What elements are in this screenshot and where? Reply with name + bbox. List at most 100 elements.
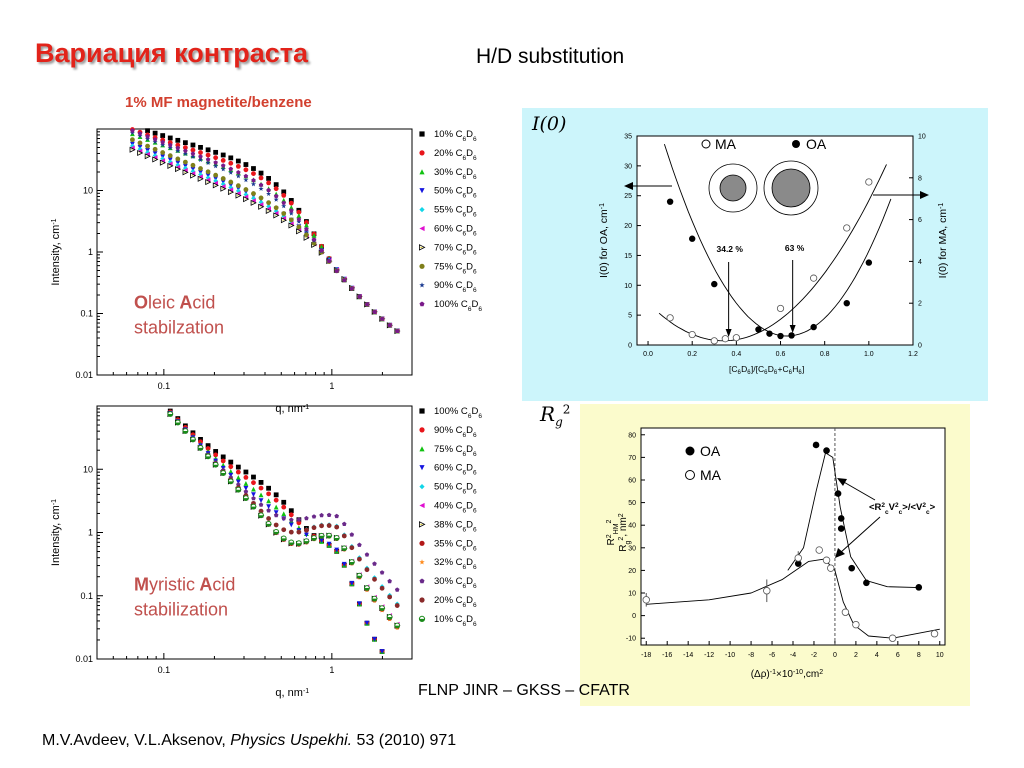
oleic-point	[145, 143, 150, 149]
myristic-point-fill	[296, 543, 302, 546]
i0-ytick-right-label: 8	[918, 175, 922, 182]
myristic-point-fill	[243, 498, 249, 501]
myristic-point	[288, 512, 294, 518]
myristic-legend-sub: 6	[473, 431, 477, 438]
oleic-legend-sub: 6	[463, 230, 467, 237]
oleic-legend-label: 70% C6D6	[434, 242, 477, 256]
oleic-point	[213, 163, 219, 169]
oleic-point	[387, 322, 392, 328]
oleic-legend-marker	[419, 188, 425, 194]
i0-xlabel-part: ]	[802, 364, 804, 374]
myristic-point	[273, 492, 279, 498]
oleic-point	[160, 150, 166, 155]
rg-xtick-label: 10	[936, 652, 944, 659]
oleic-legend-mid: D	[466, 186, 473, 197]
oleic-point	[160, 139, 165, 145]
oleic-point	[236, 170, 241, 175]
myristic-point-fill	[311, 538, 317, 541]
oleic-point	[220, 157, 226, 163]
oleic-legend-marker	[419, 150, 425, 156]
myristic-point	[387, 578, 392, 584]
i0-point-ma	[721, 335, 729, 343]
oleic-legend-sub: 6	[473, 136, 477, 143]
myristic-point	[334, 547, 340, 553]
oleic-point	[281, 203, 287, 209]
i0-xtick-label: 0.8	[820, 351, 830, 358]
oleic-point	[228, 179, 234, 185]
i0-point-ma	[810, 274, 818, 282]
myristic-legend-marker	[419, 427, 425, 433]
rg-xtick-label: -6	[769, 652, 775, 659]
oleic-point	[182, 165, 188, 171]
myristic-point	[379, 649, 385, 654]
oleic-xtick-label: 0.1	[158, 381, 171, 391]
myristic-legend-mid: D	[466, 501, 473, 512]
oleic-legend-sub: 6	[463, 211, 467, 218]
myristic-point	[213, 452, 219, 458]
myristic-point	[235, 479, 241, 485]
i0-ytick-label: 35	[624, 134, 632, 141]
rg-heading-sub: g	[555, 415, 563, 429]
myristic-legend-sub: 6	[473, 620, 477, 627]
oleic-point-fill	[183, 171, 187, 173]
oleic-point	[319, 244, 324, 250]
oleic-point-fill	[259, 206, 262, 208]
rg-xlabel-part: -10	[793, 669, 803, 676]
myristic-point	[266, 498, 272, 504]
oleic-point-fill	[229, 191, 232, 193]
oleic-point	[137, 146, 143, 152]
oleic-point	[266, 191, 272, 196]
citation-rest: 53 (2010) 971	[352, 732, 457, 749]
oleic-point	[145, 134, 150, 139]
oleic-point	[228, 160, 234, 166]
myristic-point	[281, 527, 287, 533]
oleic-point	[205, 157, 211, 162]
oleic-legend-label: 30% C6D6	[434, 167, 477, 181]
myristic-point	[349, 545, 355, 551]
oleic-point	[175, 142, 181, 148]
myristic-point-fill	[175, 422, 181, 425]
oleic-point	[130, 137, 135, 143]
myristic-legend-marker	[419, 446, 425, 452]
myristic-point	[281, 499, 287, 505]
oleic-point	[152, 137, 158, 142]
oleic-point	[304, 222, 309, 228]
myristic-point	[394, 587, 400, 592]
i0-xlabel-part: H	[792, 364, 798, 374]
myristic-ytick-label: 0.01	[75, 654, 93, 664]
myristic-point	[342, 521, 347, 526]
rg-ytick-label: 30	[628, 545, 636, 552]
oleic-point	[168, 142, 173, 148]
oleic-point	[198, 172, 203, 177]
rg-ylabel-line2-part: g	[625, 540, 632, 544]
oleic-legend-mid: D	[466, 280, 473, 291]
rg-heading: Rg2	[540, 402, 570, 429]
myristic-legend-sub: 6	[463, 620, 467, 627]
myristic-point-fill	[356, 575, 362, 579]
oleic-point-fill	[161, 162, 164, 164]
myristic-point	[289, 517, 294, 522]
oleic-point	[152, 146, 158, 152]
oleic-point	[281, 211, 287, 216]
i0-annotation-342-head	[725, 329, 732, 337]
myristic-legend-label: 60% C6D6	[434, 463, 477, 477]
i0-legend-ma-marker	[701, 139, 711, 149]
oleic-annotation-rest: cid	[192, 293, 215, 313]
myristic-point	[266, 504, 272, 510]
myristic-legend-marker	[419, 408, 425, 414]
oleic-point	[394, 328, 400, 333]
i0-ytick-label: 25	[624, 193, 632, 200]
oleic-point	[243, 192, 249, 197]
myristic-point-fill	[273, 531, 279, 535]
i0-xtick-label: 1.2	[908, 351, 918, 358]
oleic-legend-mid: D	[466, 129, 473, 140]
myristic-legend-sub: 6	[463, 583, 467, 590]
oleic-point	[190, 147, 196, 153]
myristic-point	[394, 603, 400, 608]
oleic-legend-sub: 6	[473, 287, 477, 294]
myristic-point	[258, 498, 264, 504]
rg-point-oa	[823, 447, 830, 454]
rg-point-ma	[642, 596, 650, 604]
sample-label: 1% MF magnetite/benzene	[125, 94, 312, 111]
myristic-legend-sub: 6	[478, 413, 482, 420]
